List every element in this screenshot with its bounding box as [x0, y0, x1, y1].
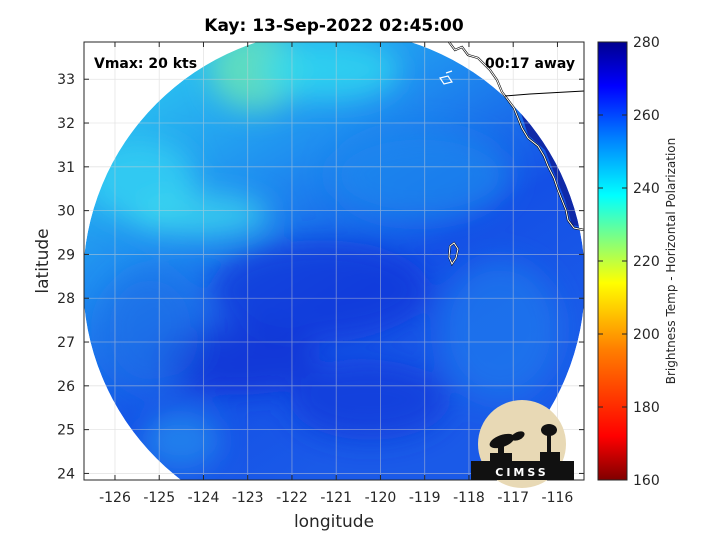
y-tick-label: 26 — [57, 379, 75, 395]
x-tick-label: -122 — [276, 490, 308, 506]
x-tick-labels: -126 -125 -124 -123 -122 -121 -120 -119 -118 -117… — [99, 490, 573, 506]
colorbar-tick-label: 240 — [633, 181, 660, 197]
x-tick-label: -125 — [143, 490, 175, 506]
border-line — [504, 90, 584, 97]
x-axis-label: longitude — [294, 512, 374, 532]
logo-dish-icon — [489, 431, 525, 461]
coastline — [448, 42, 584, 231]
y-tick-label: 30 — [57, 204, 75, 220]
logo-tower-icon — [540, 424, 560, 461]
colorbar-tick-label: 280 — [633, 35, 660, 51]
x-tick-label: -117 — [497, 490, 529, 506]
colorbar-tick-label: 160 — [633, 473, 660, 489]
chart-title: Kay: 13-Sep-2022 02:45:00 — [204, 16, 464, 36]
y-tick-label: 24 — [57, 466, 75, 482]
logo-text: CIMSS — [495, 466, 548, 479]
logo-banner — [471, 461, 574, 480]
y-tick-label: 27 — [57, 335, 75, 351]
x-tick-label: -118 — [453, 490, 485, 506]
coastline-layer — [439, 42, 584, 267]
y-tick-labels: 24 25 26 27 28 29 30 31 32 33 — [57, 72, 75, 482]
y-axis-label: latitude — [33, 228, 53, 293]
x-tick-label: -116 — [542, 490, 574, 506]
x-tick-label: -124 — [188, 490, 220, 506]
island-outline-2 — [445, 70, 453, 74]
x-tick-label: -121 — [320, 490, 352, 506]
axes-frame — [83, 41, 585, 481]
y-tick-label: 31 — [57, 160, 75, 176]
cimss-logo: CIMSS — [471, 400, 574, 488]
y-tick-label: 32 — [57, 116, 75, 132]
colorbar-ticks: 160 180 200 220 240 260 280 — [598, 35, 660, 489]
island-guadalupe — [448, 242, 459, 266]
vmax-annotation: Vmax: 20 kts — [94, 56, 197, 72]
x-tick-label: -120 — [365, 490, 397, 506]
island-outline — [439, 75, 453, 85]
x-tick-label: -119 — [409, 490, 441, 506]
colorbar-label: Brightness Temp - Horizontal Polarizatio… — [664, 138, 678, 385]
colorbar-tick-label: 260 — [633, 108, 660, 124]
y-tick-label: 28 — [57, 291, 75, 307]
y-tick-label: 29 — [57, 247, 75, 263]
x-tick-label: -126 — [99, 490, 131, 506]
colorbar-tick-label: 220 — [633, 254, 660, 270]
x-tick-label: -123 — [232, 490, 264, 506]
grid — [84, 42, 584, 480]
y-tick-label: 33 — [57, 72, 75, 88]
colorbar-tick-label: 180 — [633, 400, 660, 416]
colorbar-tick-label: 200 — [633, 327, 660, 343]
time-away-annotation: 00:17 away — [485, 56, 575, 72]
y-tick-label: 25 — [57, 423, 75, 439]
